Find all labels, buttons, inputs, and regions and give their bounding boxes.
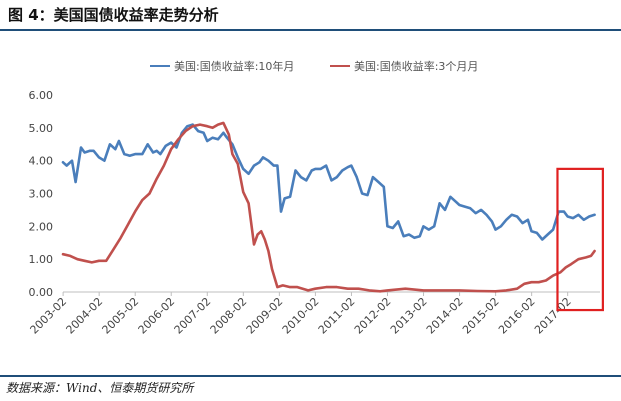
x-tick-label: 2005-02 [100, 295, 142, 337]
x-tick-label: 2009-02 [244, 295, 286, 337]
page-title: 图 4：美国国债收益率走势分析 [8, 6, 219, 24]
y-axis: 0.00 1.00 2.00 3.00 4.00 5.00 6.00 [29, 89, 54, 299]
x-tick-label: 2013-02 [388, 295, 430, 337]
plot-area [61, 121, 596, 293]
y-tick-label: 6.00 [29, 89, 54, 102]
x-tick-label: 2007-02 [172, 295, 214, 337]
y-tick-label: 2.00 [29, 220, 54, 233]
footer-divider [0, 375, 621, 377]
highlight-box-0 [556, 167, 604, 312]
x-tick-label: 2008-02 [208, 295, 250, 337]
legend-label-1: 美国:国债收益率:3个月月 [354, 59, 478, 73]
legend-label-0: 美国:国债收益率:10年月 [174, 59, 294, 73]
x-tick-label: 2014-02 [424, 295, 466, 337]
x-tick-label: 2015-02 [460, 295, 502, 337]
y-tick-label: 4.00 [29, 155, 54, 168]
y-tick-label: 3.00 [29, 188, 54, 201]
series-line-0 [61, 123, 596, 241]
x-axis: 2003-022004-022005-022006-022007-022008-… [28, 291, 600, 337]
y-tick-label: 5.00 [29, 122, 54, 135]
x-tick-label: 2011-02 [316, 295, 358, 337]
yield-chart: 美国:国债收益率:10年月 美国:国债收益率:3个月月 0.00 1.00 2.00 3… [28, 59, 604, 337]
title-divider [0, 29, 621, 31]
annotations [556, 167, 604, 312]
y-tick-label: 1.00 [29, 253, 54, 266]
x-tick-label: 2017-02 [532, 295, 574, 337]
x-tick-label: 2006-02 [136, 295, 178, 337]
y-tick-label: 0.00 [29, 286, 54, 299]
data-source: 数据来源：Wind、恒泰期货研究所 [6, 381, 194, 395]
x-tick-label: 2010-02 [280, 295, 322, 337]
x-tick-label: 2016-02 [496, 295, 538, 337]
x-tick-label: 2004-02 [64, 295, 106, 337]
x-tick-label: 2003-02 [28, 295, 70, 337]
x-tick-label: 2012-02 [352, 295, 394, 337]
series-line-1 [61, 121, 596, 293]
chart-legend: 美国:国债收益率:10年月 美国:国债收益率:3个月月 [150, 59, 478, 73]
